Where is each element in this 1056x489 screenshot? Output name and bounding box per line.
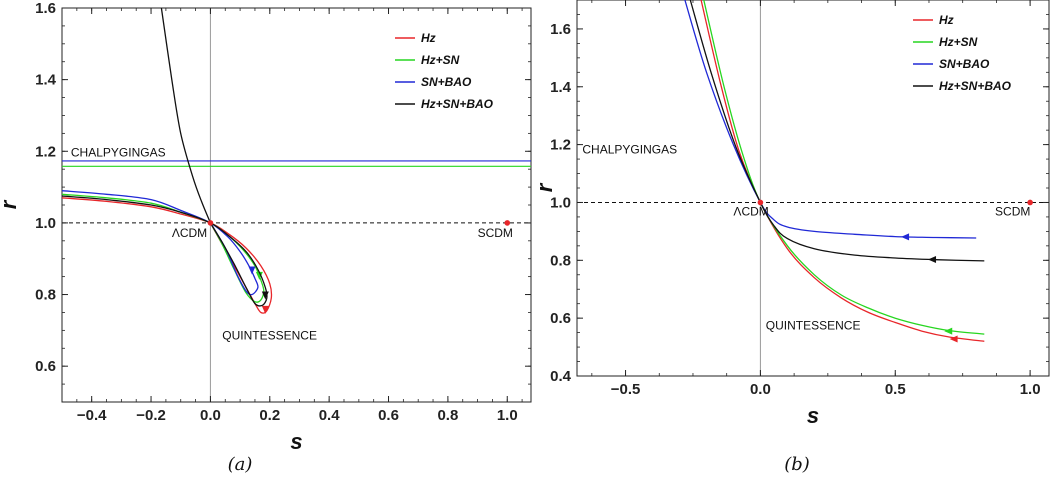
y-tick-label: 0.4 [550, 368, 572, 385]
annotation-scdm: SCDM [995, 204, 1030, 218]
y-tick-label: 0.8 [35, 287, 56, 304]
plot-area [62, 8, 531, 314]
legend-label-sn-bao: SN+BAO [421, 75, 472, 89]
y-tick-label: 1.6 [35, 0, 56, 17]
series-line-hz-sn-bao [689, 0, 985, 262]
x-tick-label: −0.2 [136, 407, 166, 424]
series-arrow-hz-sn [944, 327, 953, 335]
x-tick-label: −0.4 [77, 407, 107, 424]
legend-label-sn-bao: SN+BAO [939, 57, 990, 71]
annotation-scdm: SCDM [478, 226, 513, 240]
plot-area [684, 0, 985, 343]
y-tick-label: 1.0 [550, 194, 571, 211]
x-axis-label: s [290, 429, 302, 454]
annotation-quintessence: QUINTESSENCE [766, 319, 861, 333]
y-tick-label: 0.8 [550, 252, 571, 269]
annotation-cdm: ΛCDM [733, 204, 768, 218]
legend-label-hz-sn-bao: Hz+SN+BAO [421, 97, 494, 111]
point-scdm [504, 220, 511, 226]
x-tick-label: 0.0 [200, 407, 221, 424]
point-cdm [757, 199, 764, 206]
series-line-hz-sn [62, 193, 265, 303]
y-tick-label: 1.2 [550, 137, 571, 154]
y-tick-label: 1.4 [550, 79, 572, 96]
x-tick-label: 0.2 [259, 407, 280, 424]
plot-frame [61, 7, 532, 403]
chart-panel-b: −0.5 0.0 0.5 1.0 0.4 0.6 0.8 1.0 1.2 1.4 1.6 s r (b) C… [532, 0, 1050, 475]
x-tick-label: 0.6 [378, 407, 399, 424]
y-tick-label: 1.6 [550, 21, 571, 38]
legend-label-hz: Hz [421, 31, 436, 45]
annotation-quintessence: QUINTESSENCE [222, 328, 317, 342]
x-tick-label: 1.0 [497, 407, 518, 424]
y-tick-label: 1.0 [35, 215, 56, 232]
series-line-sn-bao [62, 190, 259, 296]
series-arrow-hz [949, 335, 958, 343]
series-arrow-sn-bao [901, 233, 910, 241]
y-tick-label: 0.6 [35, 358, 56, 375]
chart-panel-a: −0.4 −0.2 0.0 0.2 0.4 0.6 0.8 1.0 0.6 0.8 1.0 1.2 1.… [0, 0, 532, 475]
point-cdm [207, 220, 214, 226]
series-line-hz [700, 0, 985, 342]
legend-label-hz-sn: Hz+SN [939, 35, 978, 49]
y-tick-label: 1.2 [35, 143, 56, 160]
annotation-chalpygingas: CHALPYGINGAS [71, 146, 166, 160]
legend-label-hz-sn-bao: Hz+SN+BAO [939, 79, 1012, 93]
series-line-hz-sn [703, 0, 985, 335]
y-axis-label: r [0, 199, 21, 209]
annotation-chalpygingas: CHALPYGINGAS [582, 142, 677, 156]
panel-caption: (a) [228, 454, 253, 475]
x-axis-label: s [807, 403, 819, 428]
y-axis-label: r [532, 182, 557, 192]
legend-label-hz-sn: Hz+SN [421, 53, 460, 67]
series-line-upper-hz-sn-bao [160, 8, 211, 224]
annotation-cdm: ΛCDM [172, 226, 207, 240]
x-tick-label: 0.8 [437, 407, 458, 424]
series-arrow-hz-sn [255, 271, 263, 280]
legend-label-hz: Hz [939, 13, 954, 27]
series-arrow-sn-bao [248, 266, 256, 275]
x-tick-label: 0.5 [885, 381, 906, 398]
series-arrow-hz [261, 305, 269, 314]
series-line-hz-sn-bao [62, 195, 268, 307]
x-tick-label: −0.5 [611, 381, 641, 398]
x-tick-label: 1.0 [1020, 381, 1041, 398]
y-tick-label: 1.4 [35, 72, 57, 89]
x-tick-label: 0.0 [750, 381, 771, 398]
series-arrow-hz-sn-bao [928, 255, 937, 263]
y-tick-label: 0.6 [550, 310, 571, 327]
point-scdm [1027, 199, 1033, 206]
panel-caption: (b) [784, 454, 810, 475]
x-tick-label: 0.4 [319, 407, 341, 424]
series-line-hz [62, 197, 273, 314]
series-arrow-hz-sn-bao [261, 291, 269, 300]
